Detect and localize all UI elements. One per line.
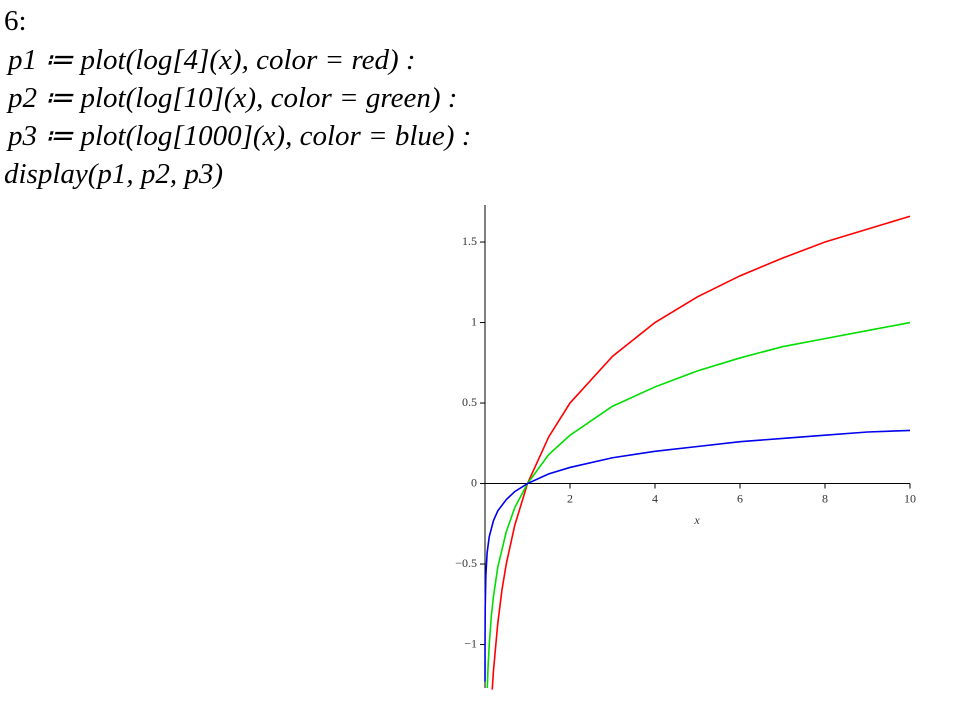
series-line [484,429,911,682]
command-line[interactable]: p3 ≔ plot(log[1000](x), color = blue) : [8,120,472,152]
y-tick-label: 1.5 [462,234,477,248]
x-tick-label: 4 [652,491,658,505]
series-line [486,321,911,689]
series-line [491,215,911,690]
x-tick-label: 8 [822,491,828,505]
y-tick-label: 0.5 [462,395,477,409]
y-tick-label: −1 [464,636,477,650]
x-tick-label: 6 [737,491,743,505]
x-tick-label: 10 [904,491,916,505]
command-line[interactable]: display(p1, p2, p3) [4,158,224,190]
command-line[interactable]: p1 ≔ plot(log[4](x), color = red) : [8,44,416,76]
x-axis-label: x [693,513,700,527]
y-tick-label: 0 [471,475,477,489]
y-tick-label: −0.5 [455,556,477,570]
x-tick-label: 2 [567,491,573,505]
y-tick-label: 1 [471,314,477,328]
command-line[interactable]: p2 ≔ plot(log[10](x), color = green) : [8,82,458,114]
prompt-label: 6: [4,5,27,37]
